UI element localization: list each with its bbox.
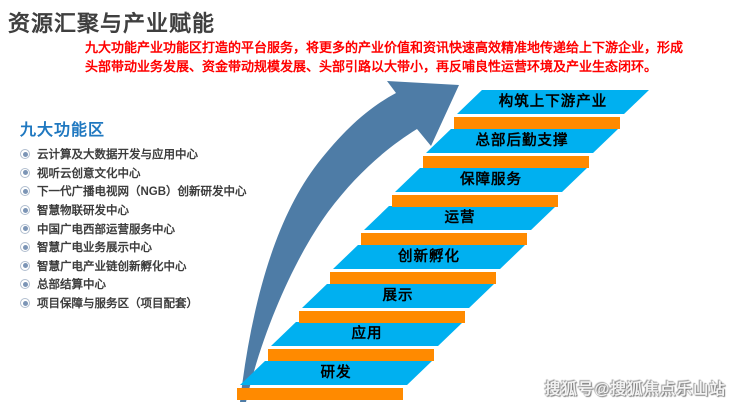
zone-label: 云计算及大数据开发与应用中心 [37,149,198,162]
ring-bullet-icon [20,205,30,216]
step-label: 构筑上下游产业 [498,94,608,110]
step-bar [392,195,558,207]
step-label: 展示 [382,288,414,304]
list-item: 智慧物联研发中心 [20,201,250,220]
functional-zones-heading: 九大功能区 [20,122,106,139]
list-item: 视听云创意文化中心 [20,164,250,183]
ring-bullet-icon [20,260,30,271]
page-title: 资源汇聚与产业赋能 [8,11,216,36]
zone-label: 智慧物联研发中心 [37,205,129,218]
zone-label: 视听云创意文化中心 [37,167,141,180]
staircase-step: 展示 [299,284,494,324]
step-bar [361,233,527,245]
zone-label: 下一代广播电视网（NGB）创新研发中心 [37,186,247,199]
ring-bullet-icon [20,149,30,160]
list-item: 下一代广播电视网（NGB）创新研发中心 [20,182,250,201]
ring-bullet-icon [20,298,30,309]
zone-label: 中国广电西部运营服务中心 [37,223,175,236]
list-item: 总部结算中心 [20,275,250,294]
staircase-step: 应用 [268,322,463,362]
step-label: 总部后勤支撑 [475,133,569,149]
step-label: 研发 [320,365,352,381]
step-label: 保障服务 [460,172,522,188]
step-face [457,90,649,114]
list-item: 智慧广电产业链创新孵化中心 [20,257,250,276]
staircase-step: 研发 [237,361,432,401]
functional-zones-list: 云计算及大数据开发与应用中心 视听云创意文化中心 下一代广播电视网（NGB）创新… [20,145,250,312]
watermark: 搜狐号@搜狐焦点乐山站 [544,381,726,398]
ring-bullet-icon [20,223,30,234]
step-label: 运营 [444,210,476,226]
staircase-step: 运营 [361,206,556,246]
zone-label: 智慧广电业务展示中心 [37,242,152,255]
staircase-step: 创新孵化 [330,245,525,285]
list-item: 中国广电西部运营服务中心 [20,219,250,238]
step-bar [423,156,589,168]
ring-bullet-icon [20,167,30,178]
step-bar [330,272,496,284]
zone-label: 总部结算中心 [37,279,106,292]
list-item: 项目保障与服务区（项目配套） [20,294,250,313]
step-bar [299,311,465,323]
zone-label: 智慧广电产业链创新孵化中心 [37,260,187,273]
list-item: 云计算及大数据开发与应用中心 [20,145,250,164]
step-bar [268,349,434,361]
staircase-step: 保障服务 [392,168,587,208]
ring-bullet-icon [20,186,30,197]
step-label: 应用 [351,326,383,342]
ring-bullet-icon [20,279,30,290]
staircase-step: 总部后勤支撑 [423,129,618,169]
staircase-step: 构筑上下游产业 [454,90,649,130]
step-label: 创新孵化 [398,249,460,265]
list-item: 智慧广电业务展示中心 [20,238,250,257]
ring-bullet-icon [20,242,30,253]
step-bar [237,388,403,400]
zone-label: 项目保障与服务区（项目配套） [37,298,198,311]
step-bar [454,117,620,129]
slide-description: 九大功能产业功能区打造的平台服务，将更多的产业价值和资讯快速高效精准地传递给上下… [85,40,684,74]
